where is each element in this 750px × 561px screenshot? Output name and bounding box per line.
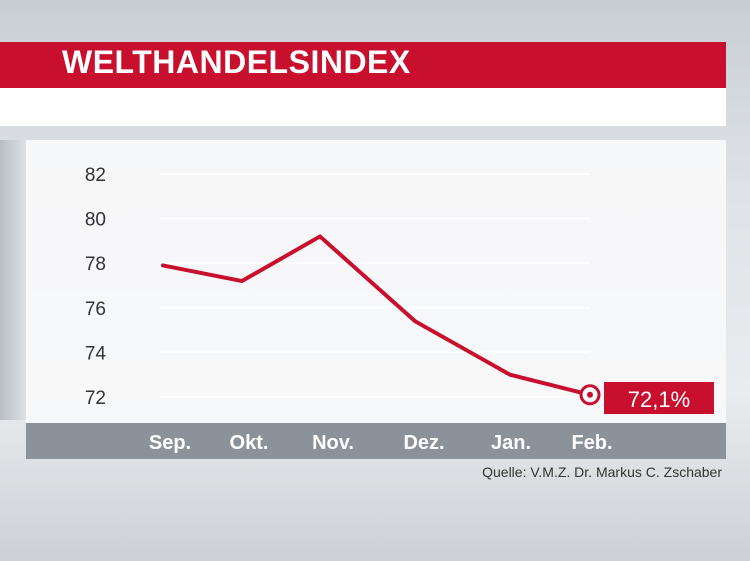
x-tick-label: Dez. bbox=[403, 432, 444, 454]
y-tick-label: 76 bbox=[85, 299, 106, 320]
value-label: 72,1% bbox=[628, 387, 690, 412]
series-line bbox=[161, 234, 592, 397]
subtitle-bar bbox=[0, 88, 726, 126]
value-label-box bbox=[604, 382, 714, 414]
end-point-dot bbox=[587, 391, 593, 398]
x-tick-label: Okt. bbox=[230, 432, 269, 454]
y-tick-label: 78 bbox=[85, 254, 106, 275]
plot-area bbox=[26, 140, 726, 423]
x-axis-band bbox=[26, 423, 726, 459]
background-left-panel bbox=[0, 140, 26, 420]
source-note: Quelle: V.M.Z. Dr. Markus C. Zschaber bbox=[482, 464, 722, 480]
y-axis-ticks: 72 74 76 78 80 82 bbox=[85, 165, 107, 409]
y-tick-label: 74 bbox=[85, 343, 107, 364]
x-tick-label: Sep. bbox=[149, 432, 191, 454]
chart-title: WELTHANDELSINDEX bbox=[62, 44, 411, 80]
y-tick-label: 72 bbox=[85, 388, 106, 409]
end-marker-group: 72,1% bbox=[579, 382, 714, 414]
y-tick-label: 82 bbox=[85, 165, 106, 186]
x-tick-label: Feb. bbox=[571, 432, 612, 454]
series-line-group bbox=[161, 234, 592, 397]
gridlines bbox=[160, 173, 590, 398]
x-tick-label: Jan. bbox=[491, 432, 531, 454]
x-axis-ticks: Sep. Okt. Nov. Dez. Jan. Feb. bbox=[149, 432, 613, 454]
title-bar bbox=[0, 42, 726, 88]
y-tick-label: 80 bbox=[85, 210, 106, 231]
x-tick-label: Nov. bbox=[312, 432, 354, 454]
